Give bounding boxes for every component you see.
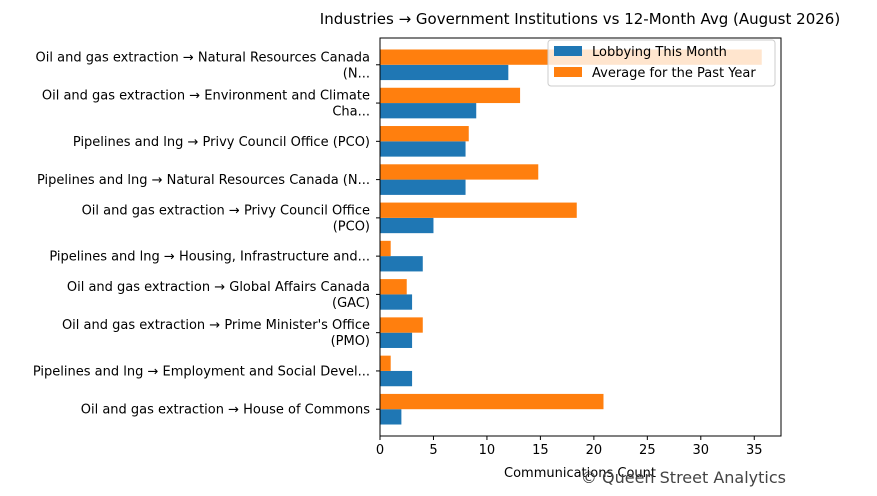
- y-tick-label: Cha...: [332, 105, 370, 120]
- bar-past-year-avg-7: [380, 279, 407, 295]
- bar-this-month-8: [380, 332, 413, 348]
- legend-swatch: [554, 46, 582, 56]
- plot-frame: [379, 37, 782, 437]
- bar-past-year-avg-4: [380, 164, 539, 180]
- bar-past-year-avg-6: [380, 240, 391, 257]
- legend-swatch: [554, 67, 582, 77]
- bar-this-month-6: [380, 256, 423, 272]
- legend-label: Lobbying This Month: [592, 45, 727, 60]
- legend-box: [547, 39, 776, 87]
- bar-past-year-avg-5: [380, 202, 577, 218]
- y-tick-label: (PMO): [331, 334, 370, 349]
- bar-this-month-2: [380, 103, 477, 119]
- y-tick-label: Oil and gas extraction → Global Affairs …: [67, 280, 370, 295]
- watermark-text: © Queen Street Analytics: [581, 468, 786, 487]
- x-tick-label: 0: [376, 443, 384, 458]
- bar-this-month-10: [380, 409, 402, 425]
- bar-this-month-9: [380, 370, 413, 387]
- legend-label: Average for the Past Year: [592, 66, 756, 81]
- y-tick-label: Pipelines and lng → Employment and Socia…: [33, 364, 370, 379]
- bar-past-year-avg-9: [380, 355, 391, 371]
- y-tick-label: (GAC): [332, 296, 370, 311]
- x-tick-layer: 0 5 10 15 20 25 30 35: [376, 436, 763, 458]
- x-tick-label: 25: [639, 443, 656, 458]
- x-tick-label: 30: [693, 443, 710, 458]
- y-tick-label: (N...: [343, 66, 370, 81]
- y-tick-label: Oil and gas extraction → Environment and…: [42, 89, 370, 104]
- bars-layer: [380, 49, 762, 425]
- y-tick-layer: Oil and gas extraction → Natural Resourc…: [33, 50, 380, 418]
- y-tick-label: (PCO): [333, 219, 370, 234]
- x-tick-label: 10: [479, 443, 496, 458]
- y-tick-label: Oil and gas extraction → Prime Minister'…: [62, 318, 370, 333]
- bar-this-month-1: [380, 64, 509, 81]
- bar-past-year-avg-8: [380, 317, 423, 333]
- bar-past-year-avg-2: [380, 87, 521, 104]
- bar-past-year-avg-3: [380, 126, 469, 142]
- x-tick-label: 15: [532, 443, 549, 458]
- bar-this-month-4: [380, 179, 466, 195]
- x-tick-label: 5: [429, 443, 437, 458]
- bar-this-month-5: [380, 217, 434, 234]
- y-tick-label: Pipelines and lng → Privy Council Office…: [73, 135, 370, 150]
- y-tick-label: Oil and gas extraction → Natural Resourc…: [36, 50, 370, 65]
- y-tick-label: Oil and gas extraction → Privy Council O…: [82, 203, 370, 218]
- bar-past-year-avg-10: [380, 393, 604, 410]
- chart-title: Industries → Government Institutions vs …: [320, 10, 840, 28]
- legend: Lobbying This Month Average for the Past …: [547, 39, 776, 87]
- bar-this-month-3: [380, 141, 466, 157]
- y-tick-label: Pipelines and lng → Housing, Infrastruct…: [49, 250, 370, 265]
- y-tick-label: Pipelines and lng → Natural Resources Ca…: [37, 173, 370, 188]
- x-tick-label: 35: [746, 443, 763, 458]
- bar-this-month-7: [380, 294, 413, 310]
- y-tick-label: Oil and gas extraction → House of Common…: [81, 403, 370, 418]
- x-tick-label: 20: [586, 443, 603, 458]
- x-axis-label: Communications Count: [504, 466, 656, 481]
